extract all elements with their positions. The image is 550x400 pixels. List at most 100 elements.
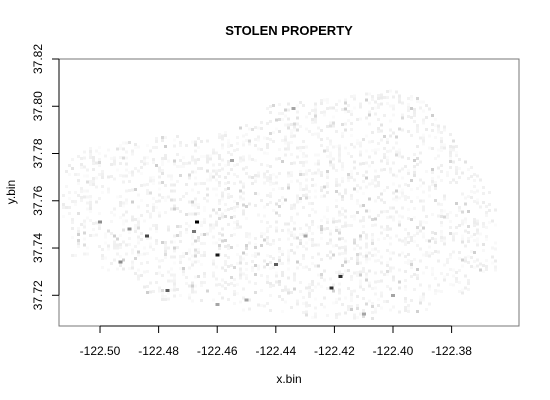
heatmap-cell [257, 174, 260, 178]
heatmap-cell [359, 279, 362, 283]
heatmap-cell [374, 178, 377, 182]
heatmap-cell [398, 127, 401, 131]
heatmap-cell [119, 147, 122, 151]
heatmap-cell [278, 130, 281, 134]
heatmap-cell [155, 256, 158, 260]
heatmap-cell [335, 189, 338, 193]
heatmap-cell [275, 175, 278, 179]
heatmap-cell [464, 256, 467, 260]
heatmap-cell [287, 174, 290, 178]
heatmap-cell [356, 202, 359, 205]
heatmap-cell [296, 194, 299, 198]
heatmap-cell [377, 196, 380, 199]
heatmap-cell [368, 122, 371, 126]
heatmap-cell [170, 267, 173, 271]
heatmap-cell [395, 153, 398, 157]
heatmap-cell [464, 196, 467, 200]
heatmap-cell [191, 254, 194, 258]
heatmap-cell [125, 189, 128, 193]
heatmap-cell [302, 187, 305, 191]
heatmap-cell [461, 192, 464, 196]
heatmap-cell [416, 231, 419, 235]
heatmap-cell [365, 275, 368, 279]
heatmap-cell [359, 312, 362, 316]
heatmap-cell [287, 228, 290, 232]
heatmap-cell [299, 146, 302, 150]
heatmap-cell [449, 132, 452, 136]
heatmap-cell [140, 232, 143, 235]
heatmap-cell [329, 238, 332, 242]
heatmap-cell [308, 268, 311, 272]
heatmap-cell [170, 255, 173, 259]
heatmap-cell [422, 139, 425, 143]
heatmap-cell [374, 151, 377, 155]
heatmap-cell [473, 200, 476, 204]
heatmap-cell [341, 252, 344, 256]
heatmap-cell [449, 282, 452, 286]
heatmap-cell [191, 287, 194, 291]
heatmap-cell [263, 214, 266, 218]
heatmap-cell [191, 260, 194, 264]
heatmap-cell [452, 160, 455, 164]
heatmap-cell [122, 240, 125, 244]
heatmap-cell [146, 291, 149, 295]
heatmap-cell [479, 268, 482, 272]
heatmap-cell [92, 233, 95, 237]
heatmap-cell [329, 277, 332, 281]
heatmap-cell [422, 292, 425, 296]
heatmap-cell [329, 154, 332, 158]
heatmap-cell [437, 289, 440, 293]
heatmap-cell [296, 104, 299, 108]
heatmap-cell [326, 206, 329, 210]
heatmap-cell [161, 258, 164, 262]
heatmap-cell [353, 94, 356, 98]
heatmap-cell [146, 156, 149, 160]
heatmap-cell [359, 102, 362, 106]
heatmap-cell [275, 226, 278, 230]
heatmap-cell [131, 266, 134, 270]
heatmap-cell [437, 283, 440, 287]
heatmap-cell [407, 109, 410, 113]
heatmap-cell [314, 108, 317, 112]
heatmap-cell [173, 288, 176, 292]
heatmap-cell [341, 135, 344, 139]
heatmap-cell [344, 191, 347, 195]
heatmap-cell [125, 252, 128, 256]
heatmap-cell [416, 267, 419, 271]
heatmap-cell [329, 229, 332, 233]
heatmap-cell [98, 161, 101, 165]
heatmap-cell [341, 165, 344, 169]
heatmap-cell [476, 219, 479, 223]
heatmap-cell [194, 161, 197, 165]
heatmap-cell [191, 242, 194, 246]
heatmap-cell [206, 232, 209, 236]
heatmap-cell [278, 295, 281, 299]
heatmap-cell [101, 253, 104, 257]
heatmap-cell [410, 188, 413, 191]
heatmap-cell [296, 179, 299, 183]
heatmap-cell [401, 116, 404, 120]
heatmap-cell [242, 197, 245, 201]
heatmap-cell [125, 198, 128, 202]
heatmap-cell [290, 129, 293, 132]
heatmap-cell [245, 217, 248, 220]
heatmap-cell [113, 213, 116, 217]
heatmap-cell [461, 291, 464, 295]
heatmap-cell [104, 256, 107, 260]
heatmap-cell [425, 215, 428, 218]
heatmap-cell [476, 174, 479, 178]
heatmap-cell [269, 104, 272, 108]
heatmap-cell [119, 243, 122, 247]
heatmap-cell [71, 227, 74, 230]
heatmap-cell [353, 214, 356, 218]
heatmap-cell [266, 152, 269, 156]
heatmap-cell [482, 200, 485, 204]
heatmap-cell [422, 100, 425, 104]
heatmap-cell [203, 274, 206, 278]
heatmap-cell [233, 284, 236, 288]
heatmap-cell [281, 309, 284, 313]
heatmap-cell [296, 266, 299, 270]
heatmap-hotspot-cell [361, 312, 366, 316]
heatmap-cell [308, 289, 311, 293]
heatmap-cell [449, 165, 452, 169]
